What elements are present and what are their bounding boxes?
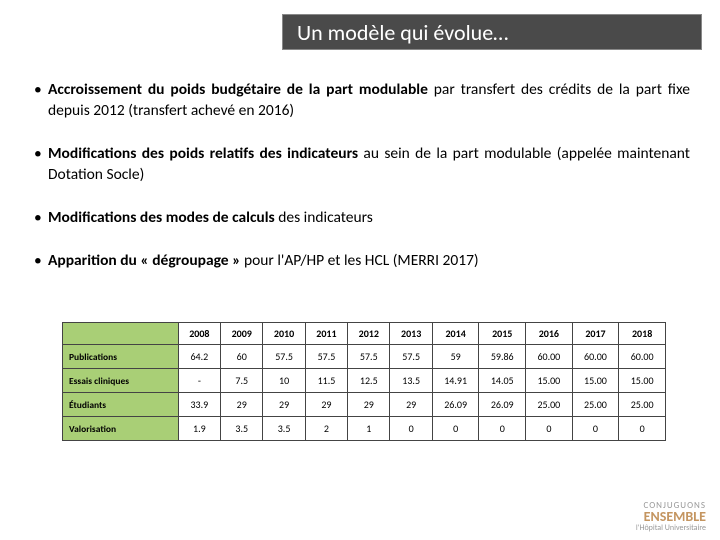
table-cell: 0 bbox=[572, 417, 619, 441]
row-header: Essais cliniques bbox=[63, 369, 179, 393]
table-row: Valorisation1.93.53.521000000 bbox=[63, 417, 666, 441]
col-header: 2009 bbox=[221, 323, 263, 345]
bullet-dot: • bbox=[30, 208, 48, 229]
table-cell: - bbox=[178, 369, 220, 393]
bullet-dot: • bbox=[30, 144, 48, 186]
bullet-text: Accroissement du poids budgétaire de la … bbox=[48, 80, 690, 122]
table-cell: 0 bbox=[432, 417, 479, 441]
table-cell: 57.5 bbox=[263, 345, 305, 369]
col-header: 2014 bbox=[432, 323, 479, 345]
table-cell: 29 bbox=[221, 393, 263, 417]
col-header: 2016 bbox=[526, 323, 573, 345]
col-header: 2013 bbox=[390, 323, 432, 345]
table-cell: 60.00 bbox=[526, 345, 573, 369]
table-cell: 13.5 bbox=[390, 369, 432, 393]
table-cell: 1 bbox=[348, 417, 390, 441]
table-cell: 26.09 bbox=[479, 393, 526, 417]
table-cell: 11.5 bbox=[305, 369, 347, 393]
table-cell: 3.5 bbox=[263, 417, 305, 441]
col-header: 2018 bbox=[619, 323, 666, 345]
bullet-dot: • bbox=[30, 80, 48, 122]
col-header: 2011 bbox=[305, 323, 347, 345]
table-cell: 12.5 bbox=[348, 369, 390, 393]
table-cell: 0 bbox=[479, 417, 526, 441]
col-header: 2010 bbox=[263, 323, 305, 345]
row-header: Étudiants bbox=[63, 393, 179, 417]
table-cell: 10 bbox=[263, 369, 305, 393]
table-cell: 64.2 bbox=[178, 345, 220, 369]
bullet-text: Modifications des poids relatifs des ind… bbox=[48, 144, 690, 186]
page-title: Un modèle qui évolue… bbox=[297, 19, 508, 46]
table-cell: 0 bbox=[619, 417, 666, 441]
table-cell: 15.00 bbox=[619, 369, 666, 393]
logo-line2: ENSEMBLE bbox=[636, 510, 706, 524]
data-table-container: 2008 2009 2010 2011 2012 2013 2014 2015 … bbox=[62, 322, 666, 441]
table-row: Essais cliniques-7.51011.512.513.514.911… bbox=[63, 369, 666, 393]
table-cell: 60.00 bbox=[572, 345, 619, 369]
row-header: Publications bbox=[63, 345, 179, 369]
table-cell: 15.00 bbox=[526, 369, 573, 393]
logo-line3: l'Hôpital Universitaire bbox=[636, 524, 706, 532]
table-cell: 25.00 bbox=[619, 393, 666, 417]
col-header: 2017 bbox=[572, 323, 619, 345]
bullet-item: • Modifications des poids relatifs des i… bbox=[30, 144, 690, 186]
table-row: Étudiants33.9292929292926.0926.0925.0025… bbox=[63, 393, 666, 417]
data-table: 2008 2009 2010 2011 2012 2013 2014 2015 … bbox=[62, 322, 666, 441]
bullet-text: Modifications des modes de calculs des i… bbox=[48, 208, 690, 229]
footer-logo: CONJUGUONS ENSEMBLE l'Hôpital Universita… bbox=[636, 501, 706, 532]
table-cell: 29 bbox=[305, 393, 347, 417]
table-cell: 60 bbox=[221, 345, 263, 369]
col-header: 2008 bbox=[178, 323, 220, 345]
bullet-list: • Accroissement du poids budgétaire de l… bbox=[30, 80, 690, 294]
table-cell: 57.5 bbox=[305, 345, 347, 369]
row-header: Valorisation bbox=[63, 417, 179, 441]
table-cell: 33.9 bbox=[178, 393, 220, 417]
table-body: Publications64.26057.557.557.557.55959.8… bbox=[63, 345, 666, 441]
col-header: 2012 bbox=[348, 323, 390, 345]
table-cell: 57.5 bbox=[390, 345, 432, 369]
table-cell: 14.05 bbox=[479, 369, 526, 393]
title-bar: Un modèle qui évolue… bbox=[282, 14, 702, 50]
table-cell: 59 bbox=[432, 345, 479, 369]
table-cell: 29 bbox=[263, 393, 305, 417]
table-cell: 29 bbox=[348, 393, 390, 417]
table-cell: 25.00 bbox=[572, 393, 619, 417]
table-header-row: 2008 2009 2010 2011 2012 2013 2014 2015 … bbox=[63, 323, 666, 345]
table-cell: 7.5 bbox=[221, 369, 263, 393]
table-cell: 14.91 bbox=[432, 369, 479, 393]
table-cell: 59.86 bbox=[479, 345, 526, 369]
bullet-text: Apparition du « dégroupage » pour l'AP/H… bbox=[48, 251, 690, 272]
table-cell: 0 bbox=[526, 417, 573, 441]
table-cell: 26.09 bbox=[432, 393, 479, 417]
table-corner bbox=[63, 323, 179, 345]
table-row: Publications64.26057.557.557.557.55959.8… bbox=[63, 345, 666, 369]
bullet-item: • Modifications des modes de calculs des… bbox=[30, 208, 690, 229]
bullet-item: • Apparition du « dégroupage » pour l'AP… bbox=[30, 251, 690, 272]
col-header: 2015 bbox=[479, 323, 526, 345]
table-cell: 0 bbox=[390, 417, 432, 441]
table-cell: 25.00 bbox=[526, 393, 573, 417]
table-cell: 2 bbox=[305, 417, 347, 441]
table-cell: 1.9 bbox=[178, 417, 220, 441]
table-cell: 3.5 bbox=[221, 417, 263, 441]
table-cell: 29 bbox=[390, 393, 432, 417]
table-cell: 15.00 bbox=[572, 369, 619, 393]
table-cell: 57.5 bbox=[348, 345, 390, 369]
bullet-item: • Accroissement du poids budgétaire de l… bbox=[30, 80, 690, 122]
table-cell: 60.00 bbox=[619, 345, 666, 369]
bullet-dot: • bbox=[30, 251, 48, 272]
